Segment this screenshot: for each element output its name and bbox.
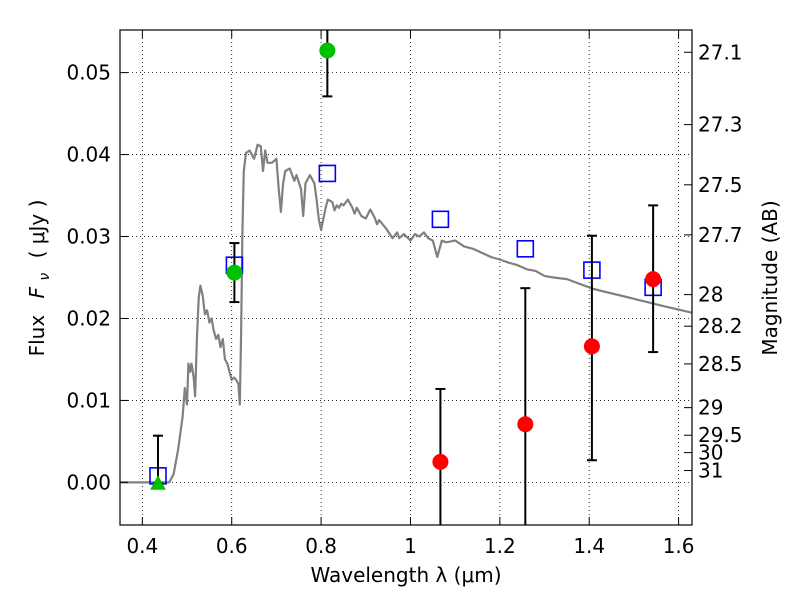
magnitude-tick-label: 27.5: [698, 173, 743, 197]
magnitude-tick-label: 29: [698, 396, 723, 420]
y-axis-label: Flux F ν ( μJy ): [25, 200, 54, 357]
y-axis-label-subscript: ν: [37, 273, 53, 281]
x-tick-label: 1.6: [663, 534, 695, 558]
non-detection-point: [583, 338, 600, 355]
detection-point: [226, 264, 243, 281]
x-tick-label: 0.8: [305, 534, 337, 558]
x-tick-label: 1.2: [484, 534, 516, 558]
non-detection-point: [517, 416, 534, 433]
tick-marks: [120, 30, 692, 525]
magnitude-tick-label: 30: [698, 441, 723, 465]
y-tick-label: 0.00: [66, 470, 111, 494]
model-sed-curve: [120, 143, 692, 484]
x-axis-label: Wavelength λ (μm): [310, 563, 501, 587]
x-tick-label: 0.6: [216, 534, 248, 558]
y-axis-label-units: ( μJy ): [25, 200, 49, 259]
model-flux-square: [431, 210, 450, 229]
x-tick-labels: 0.4 0.6 0.8 1 1.2 1.4 1.6: [126, 534, 694, 558]
y-axis-label-prefix: Flux: [25, 315, 49, 357]
detection-triangle: [150, 475, 166, 490]
y-tick-label: 0.03: [66, 225, 111, 249]
x-tick-label: 1: [404, 534, 417, 558]
x-tick-label: 0.4: [126, 534, 158, 558]
detection-point: [319, 42, 336, 59]
model-flux-square: [318, 164, 337, 183]
model-flux-square: [516, 240, 535, 258]
grid-lines: [120, 30, 692, 525]
plot-background: [120, 30, 692, 525]
magnitude-tick-label: 31: [698, 459, 723, 483]
magnitude-tick-label: 28: [698, 283, 723, 307]
y-tick-label: 0.04: [66, 143, 111, 167]
y-axis-label-symbol: F: [25, 286, 49, 298]
non-detection-point: [645, 271, 662, 288]
plot-frame: [119, 29, 693, 526]
overflow-layer: [150, 475, 166, 490]
y-tick-label: 0.05: [66, 61, 111, 85]
x-tick-label: 1.4: [573, 534, 605, 558]
magnitude-tick-label: 27.3: [698, 113, 743, 137]
magnitude-axis-label: Magnitude (AB): [758, 200, 782, 355]
y-tick-label: 0.01: [66, 388, 111, 412]
magnitude-tick-label: 29.5: [698, 423, 743, 447]
magnitude-tick-label: 28.2: [698, 314, 743, 338]
magnitude-tick-label: 27.7: [698, 223, 743, 247]
magnitude-tick-label: 28.5: [698, 352, 743, 376]
y-tick-label: 0.02: [66, 306, 111, 330]
y-tick-labels: 0.00 0.01 0.02 0.03 0.04 0.05: [66, 61, 111, 495]
data-layer: [120, 30, 692, 525]
magnitude-tick-label: 27.1: [698, 40, 743, 64]
non-detection-point: [432, 453, 449, 470]
